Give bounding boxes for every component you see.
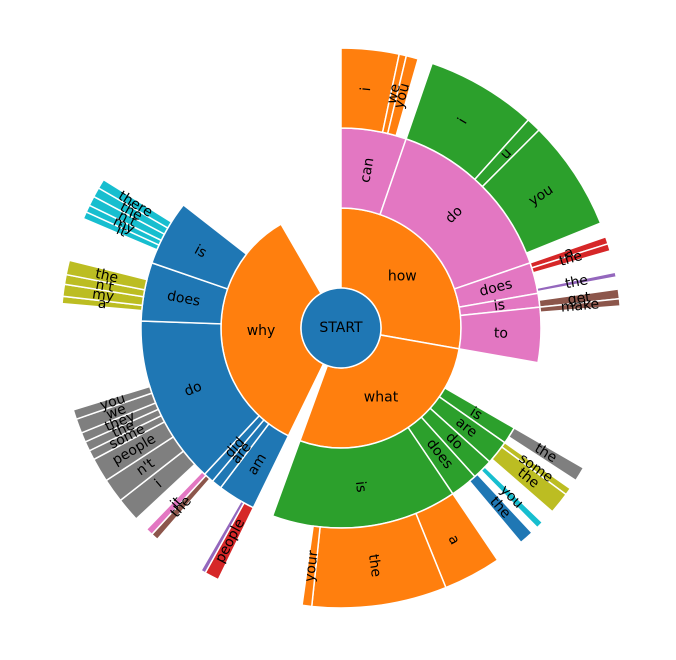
sector-label: the xyxy=(558,248,585,270)
sector-label: i xyxy=(455,115,471,126)
sector-label: the xyxy=(564,272,590,292)
sector-l3-it xyxy=(145,470,207,536)
sector-l3-your xyxy=(301,525,321,608)
sector-l3-you xyxy=(72,385,153,421)
sector-label: the xyxy=(365,553,384,578)
sector-l3-unlabeled xyxy=(199,500,246,574)
root-label: START xyxy=(319,320,363,336)
sector-l3-the xyxy=(490,445,568,513)
sector-label: get xyxy=(567,289,592,308)
sector-label: make xyxy=(560,296,600,315)
sector-l3-the xyxy=(536,271,618,293)
root-circle xyxy=(300,287,382,369)
sector-label: we xyxy=(384,82,404,105)
sector-label: you xyxy=(391,81,413,110)
sector-label: what xyxy=(364,389,399,405)
sector-l3-there xyxy=(97,178,173,230)
sector-l3-the xyxy=(468,473,534,544)
sector-label: is xyxy=(352,480,369,493)
sector-l3-the xyxy=(507,426,585,482)
sector-l3-the xyxy=(530,242,612,274)
sector-label: my xyxy=(91,286,115,305)
sector-label: can xyxy=(357,156,377,183)
sector-label: to xyxy=(494,325,509,341)
sector-label: the xyxy=(94,266,120,287)
sunburst-sectors xyxy=(61,47,621,609)
sector-label: n't xyxy=(115,208,139,231)
sector-l3-you xyxy=(480,465,544,529)
sector-l3-make xyxy=(539,297,621,314)
sector-label: how xyxy=(388,269,417,285)
sector-label: do xyxy=(182,378,204,399)
sector-l3-you xyxy=(481,128,602,255)
sector-label: a xyxy=(97,296,107,313)
sector-l2-to xyxy=(458,306,542,364)
sector-l3-you xyxy=(386,54,420,137)
sector-label: n't xyxy=(94,277,115,296)
sector-label: you xyxy=(98,391,127,414)
sector-label: why xyxy=(247,323,276,339)
sector-l3-the xyxy=(65,259,148,291)
sector-label: i xyxy=(358,87,374,93)
sector-label: does xyxy=(166,288,202,310)
sector-label: is xyxy=(493,297,506,314)
sector-label: your xyxy=(302,549,322,582)
sector-label: we xyxy=(104,401,128,423)
